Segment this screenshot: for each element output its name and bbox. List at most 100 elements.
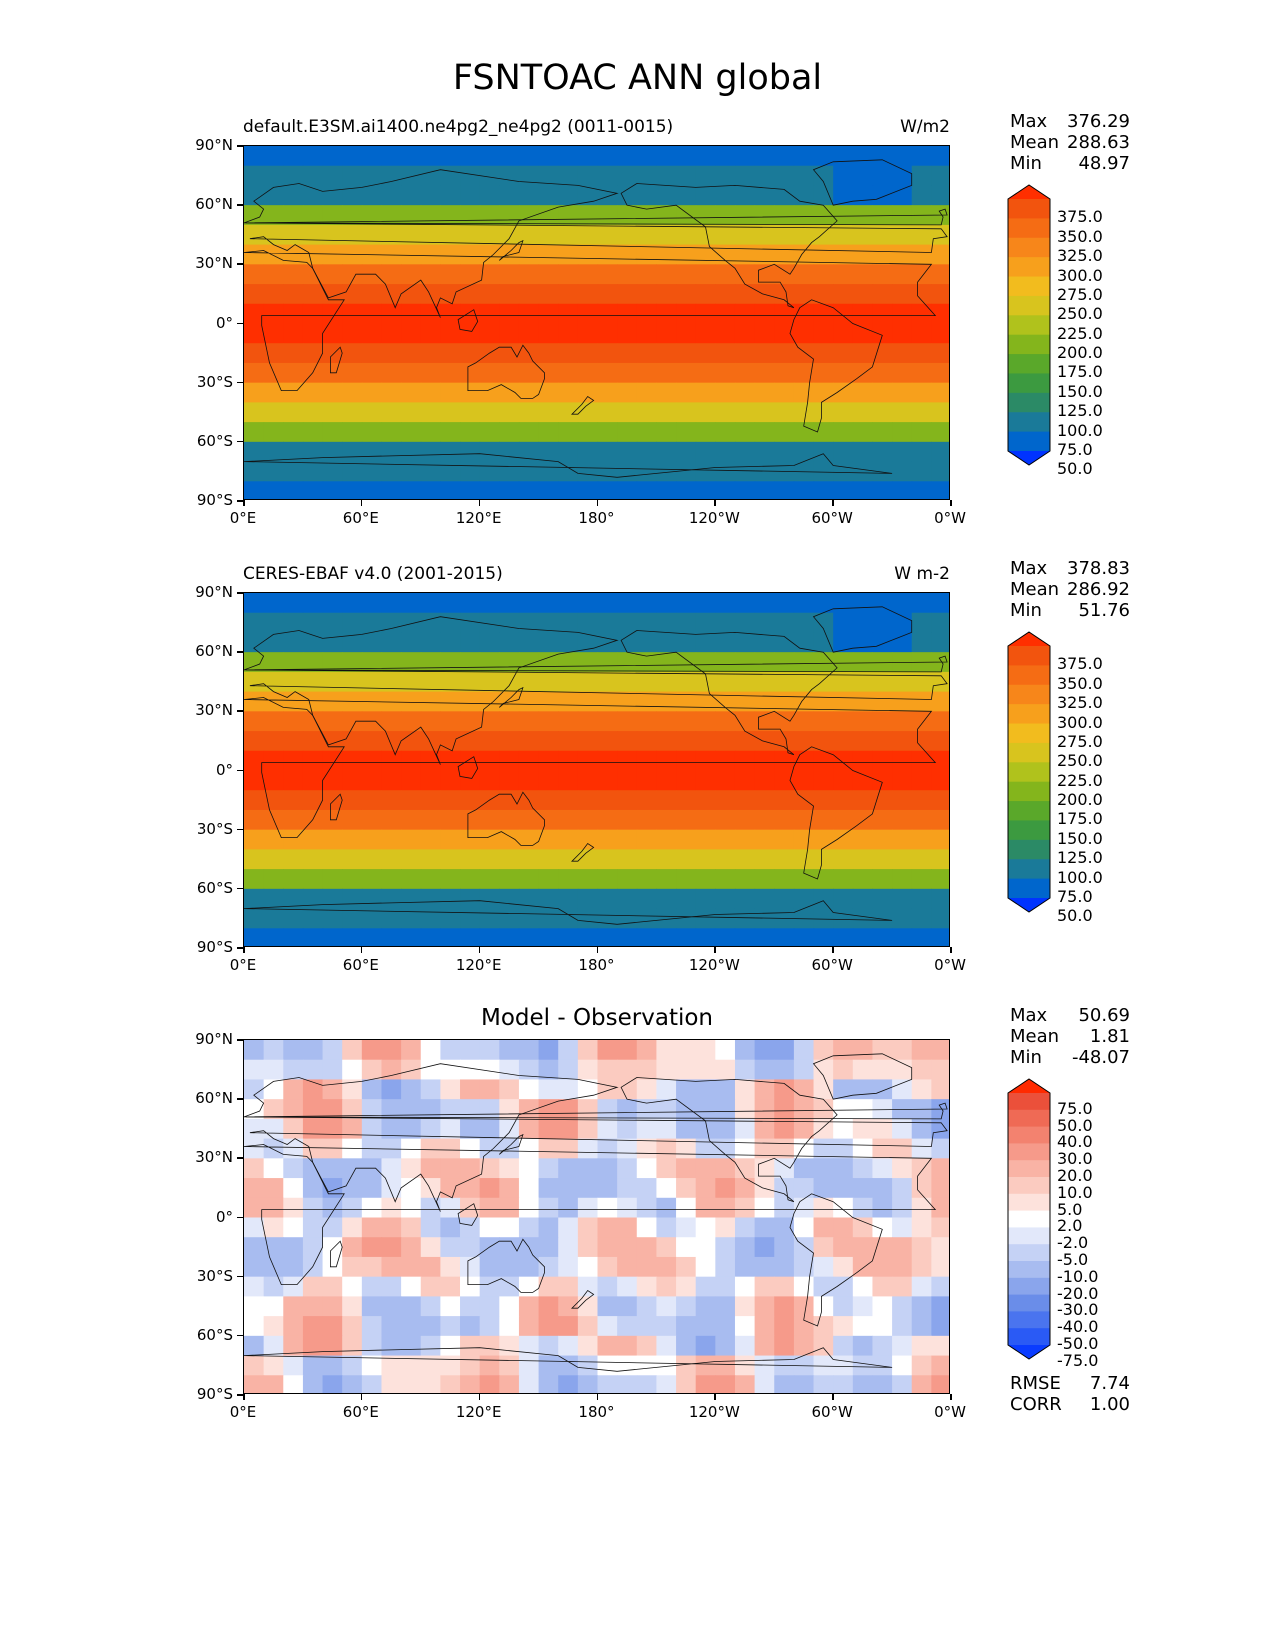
colorbar-tick: 150.0 — [1057, 828, 1103, 848]
colorbar-tick: 75.0 — [1057, 887, 1093, 906]
coastline-antarctica — [244, 453, 893, 478]
stat-value-mean: 288.63 — [1067, 132, 1130, 153]
lon-tick: 0°W — [934, 956, 966, 974]
coastline-eurasia — [244, 169, 948, 318]
lat-tick: 90°S — [196, 1385, 233, 1403]
tick-mark — [237, 1275, 243, 1278]
tick-mark — [237, 1039, 243, 1041]
tick-mark — [237, 1334, 243, 1337]
coastline-madagascar — [330, 1240, 343, 1268]
colorbar-tick: 150.0 — [1057, 381, 1103, 401]
coastline-madagascar — [330, 793, 343, 821]
tick-mark — [243, 1394, 245, 1400]
stat-label-mean: Mean — [1010, 1026, 1060, 1047]
colorbar-tick: 300.0 — [1057, 712, 1103, 732]
lat-tick: 60°S — [196, 878, 233, 897]
tick-mark — [237, 1157, 243, 1159]
stat-label-min: Min — [1010, 1047, 1042, 1068]
tick-mark — [478, 500, 481, 506]
coastline-uk — [245, 1102, 948, 1120]
coastline-new-zealand — [571, 1289, 595, 1309]
tick-mark — [237, 1098, 243, 1100]
tick-mark — [237, 769, 243, 771]
coastline-australia — [467, 344, 545, 399]
stat-label-rmse: RMSE — [1010, 1373, 1061, 1394]
tick-mark — [237, 828, 243, 831]
colorbar-tick: 50.0 — [1057, 459, 1093, 479]
coastline-greenland — [812, 1053, 913, 1100]
lat-tick: 60°N — [195, 195, 233, 214]
tick-mark — [237, 145, 243, 147]
colorbar-tick: 250.0 — [1057, 751, 1103, 771]
colorbar-tick: 350.0 — [1057, 226, 1103, 246]
tick-mark — [714, 1394, 716, 1400]
colorbar-tick: 225.0 — [1057, 770, 1103, 790]
lon-tick: 120°E — [455, 1403, 502, 1421]
lon-tick: 60°W — [811, 1403, 853, 1421]
lat-tick: 90°N — [195, 1030, 233, 1048]
coastline-japan — [499, 686, 524, 708]
lon-tick: 0°W — [934, 509, 966, 527]
coastline-uk — [245, 208, 948, 226]
lat-tick: 30°S — [196, 372, 233, 391]
tick-mark — [237, 651, 243, 653]
stat-label-mean: Mean — [1010, 132, 1060, 153]
lon-tick: 120°E — [455, 509, 502, 527]
tick-mark — [243, 500, 245, 506]
coastline-antarctica — [244, 1347, 893, 1372]
figure-title: FSNTOAC ANN global — [452, 58, 823, 98]
lat-tick: 0° — [215, 760, 233, 779]
tick-mark — [596, 500, 598, 506]
map-model — [243, 145, 950, 500]
lat-tick: 60°N — [195, 1089, 233, 1108]
stat-label-corr: CORR — [1010, 1394, 1062, 1415]
panel-title: Model - Observation — [480, 1005, 714, 1031]
lat-tick: 0° — [215, 313, 233, 332]
colorbar — [1007, 1078, 1051, 1360]
coastline-eurasia — [244, 1063, 948, 1212]
colorbar-tick: 125.0 — [1057, 401, 1103, 421]
colorbar-tick: 250.0 — [1057, 304, 1103, 324]
units-label: W/m2 — [900, 117, 950, 137]
colorbar-tick: 275.0 — [1057, 284, 1103, 304]
colorbar-tick: 200.0 — [1057, 343, 1103, 363]
colorbar-tick: 75.0 — [1057, 1098, 1093, 1118]
lat-tick: 90°S — [196, 938, 233, 956]
tick-mark — [237, 1216, 243, 1218]
colorbar-tick: -30.0 — [1057, 1300, 1099, 1320]
colorbar-tick: 325.0 — [1057, 246, 1103, 266]
stat-label-max: Max — [1010, 558, 1048, 579]
coastline-japan — [499, 239, 524, 261]
lat-tick: 30°N — [195, 254, 233, 273]
stat-value-min: -48.07 — [1071, 1047, 1130, 1068]
tick-mark — [237, 440, 243, 443]
tick-mark — [832, 1394, 834, 1400]
colorbar-tick: 50.0 — [1057, 906, 1093, 926]
tick-mark — [237, 710, 243, 712]
colorbar-tick: 375.0 — [1057, 207, 1103, 227]
lat-tick: 0° — [215, 1207, 233, 1226]
tick-mark — [237, 204, 243, 206]
colorbar-tick: 375.0 — [1057, 654, 1103, 674]
colorbar — [1007, 184, 1051, 466]
coastline-uk — [245, 655, 948, 673]
stat-value-min: 51.76 — [1078, 600, 1130, 621]
colorbar-tick: 300.0 — [1057, 265, 1103, 285]
lon-tick: 60°E — [342, 956, 379, 974]
lat-tick: 90°N — [195, 583, 233, 601]
colorbar-tick: 175.0 — [1057, 809, 1103, 829]
coastline-south-america — [789, 299, 883, 433]
tick-mark — [714, 500, 716, 506]
stat-value-max: 50.69 — [1078, 1005, 1130, 1026]
lon-tick: 0°E — [229, 509, 257, 527]
tick-mark — [237, 381, 243, 384]
colorbar-tick: -5.0 — [1057, 1250, 1089, 1269]
coastline-greenland — [812, 606, 913, 653]
colorbar-tick: 200.0 — [1057, 790, 1103, 810]
colorbar-tick: -2.0 — [1057, 1233, 1089, 1253]
colorbar-tick: 10.0 — [1057, 1182, 1093, 1202]
tick-mark — [950, 1394, 952, 1400]
tick-mark — [360, 500, 363, 506]
panel-title: CERES-EBAF v4.0 (2001-2015) — [243, 564, 503, 584]
tick-mark — [237, 322, 243, 324]
